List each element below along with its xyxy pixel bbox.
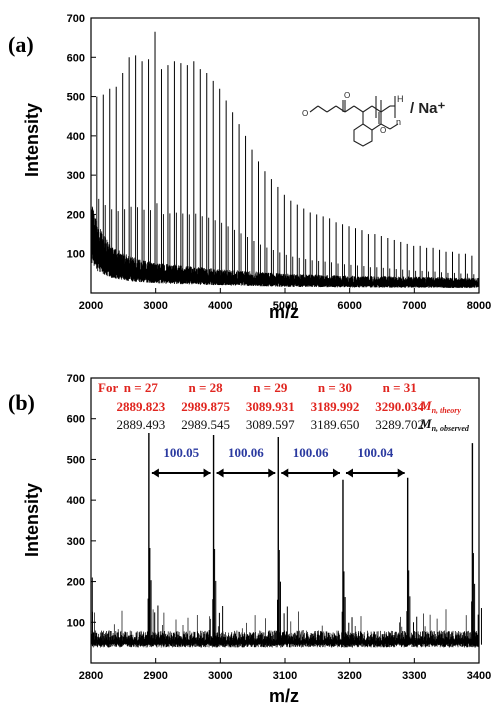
panel-0-y-tick-label: 500 — [67, 92, 85, 104]
observed-legend-sub: n, observed — [432, 424, 470, 433]
observed-legend-base: M — [419, 416, 432, 431]
panel-0-x-tick-label: 3000 — [143, 300, 167, 312]
spacing-label: 100.04 — [357, 445, 393, 460]
n-label: n = 30 — [318, 380, 352, 395]
panel-a-axes: 2000 3000 4000 5000 6000 7000 8000 100 200 300 400… — [67, 13, 492, 312]
panel-1-x-tick-label: 3300 — [402, 670, 426, 682]
spacing-arrowhead-right — [203, 468, 211, 478]
panel-a: (a) Intensity m/z 2000 3000 4000 5000 6000 70… — [8, 13, 491, 322]
panel-0-y-tick-label: 200 — [67, 209, 85, 221]
spacing-label: 100.06 — [293, 445, 329, 460]
panel-a-noise-trace — [90, 206, 480, 289]
polymer-structure-drawing — [309, 96, 399, 147]
panel-1-y-tick-label: 600 — [67, 414, 85, 426]
panel-0-y-tick-label: 600 — [67, 52, 85, 64]
panel-0-x-tick-label: 5000 — [273, 300, 297, 312]
panel-0-y-tick-label: 300 — [67, 170, 85, 182]
theory-legend-sub: n, theory — [432, 406, 462, 415]
panel-1-y-tick-label: 700 — [67, 373, 85, 385]
theory-mass: 3290.034 — [375, 399, 424, 414]
panel-a-xlabel: m/z — [269, 302, 299, 322]
panel-1-y-tick-label: 400 — [67, 495, 85, 507]
panel-b-annotations: n = 27 2889.823 2889.493 n = 28 2989.875 2989… — [116, 380, 425, 478]
panel-0-x-tick-label: 4000 — [208, 300, 232, 312]
panel-1-x-tick-label: 2800 — [79, 670, 103, 682]
observed-mass: 3189.650 — [311, 417, 360, 432]
panel-b-xlabel: m/z — [269, 686, 299, 706]
panel-0-y-tick-label: 100 — [67, 249, 85, 261]
panel-0-x-tick-label: 6000 — [337, 300, 361, 312]
panel-b-trace — [90, 432, 482, 648]
theory-legend-base: M — [419, 398, 432, 413]
observed-mass: 2989.545 — [181, 417, 230, 432]
panel-0-y-tick-label: 700 — [67, 13, 85, 25]
panel-a-trace — [90, 31, 480, 289]
n-label: n = 28 — [189, 380, 224, 395]
spacing-arrowhead-left — [281, 468, 289, 478]
structure-h-label: H — [397, 94, 404, 104]
spacing-arrowhead-right — [268, 468, 276, 478]
theory-mass: 2989.875 — [181, 399, 230, 414]
for-label: For — [98, 380, 118, 395]
panel-1-x-tick-label: 3400 — [467, 670, 491, 682]
panel-1-x-tick-label: 3200 — [337, 670, 361, 682]
structure-n-label: n — [396, 117, 401, 127]
spacing-arrowhead-right — [397, 468, 405, 478]
spacing-arrowhead-right — [332, 468, 340, 478]
spacing-arrowhead-left — [151, 468, 159, 478]
n-label: n = 31 — [383, 380, 417, 395]
panel-0-x-tick-label: 7000 — [402, 300, 426, 312]
panel-0-x-tick-label: 2000 — [79, 300, 103, 312]
panel-0-y-tick-label: 400 — [67, 131, 85, 143]
panel-1-y-tick-label: 200 — [67, 577, 85, 589]
panel-0-plot-frame — [90, 17, 480, 294]
panel-1-y-tick-label: 500 — [67, 454, 85, 466]
structure-o-label-1: O — [344, 91, 350, 100]
panel-1-x-tick-label: 3000 — [208, 670, 232, 682]
observed-mass: 3289.702 — [375, 417, 424, 432]
panel-b: (b) Intensity m/z For 2800 2900 3000 3100 32… — [8, 373, 491, 706]
spacing-arrowhead-left — [216, 468, 224, 478]
panel-1-y-tick-label: 100 — [67, 617, 85, 629]
theory-legend: Mn, theory — [419, 398, 461, 415]
panel-a-ylabel: Intensity — [22, 103, 42, 177]
structure-o-label-2: O — [302, 109, 308, 118]
panel-1-x-tick-label: 3100 — [273, 670, 297, 682]
spacing-arrowhead-left — [345, 468, 353, 478]
spacing-label: 100.05 — [163, 445, 199, 460]
observed-mass: 2889.493 — [116, 417, 165, 432]
panel-b-axes: 2800 2900 3000 3100 3200 3300 3400 100 200 300 400… — [67, 373, 492, 682]
spacing-label: 100.06 — [228, 445, 264, 460]
panel-b-ylabel: Intensity — [22, 483, 42, 557]
panel-b-label: (b) — [8, 390, 35, 415]
panel-0-x-tick-label: 8000 — [467, 300, 491, 312]
structure-o-label-3: O — [380, 126, 386, 135]
observed-legend: Mn, observed — [419, 416, 470, 433]
panel-a-label: (a) — [8, 32, 34, 57]
ion-label: / Na⁺ — [410, 100, 446, 117]
observed-mass: 3089.597 — [246, 417, 295, 432]
theory-mass: 3089.931 — [246, 399, 295, 414]
panel-1-y-tick-label: 300 — [67, 536, 85, 548]
n-label: n = 29 — [253, 380, 288, 395]
panel-1-x-tick-label: 2900 — [143, 670, 167, 682]
theory-mass: 3189.992 — [311, 399, 360, 414]
theory-mass: 2889.823 — [116, 399, 165, 414]
n-label: n = 27 — [124, 380, 159, 395]
